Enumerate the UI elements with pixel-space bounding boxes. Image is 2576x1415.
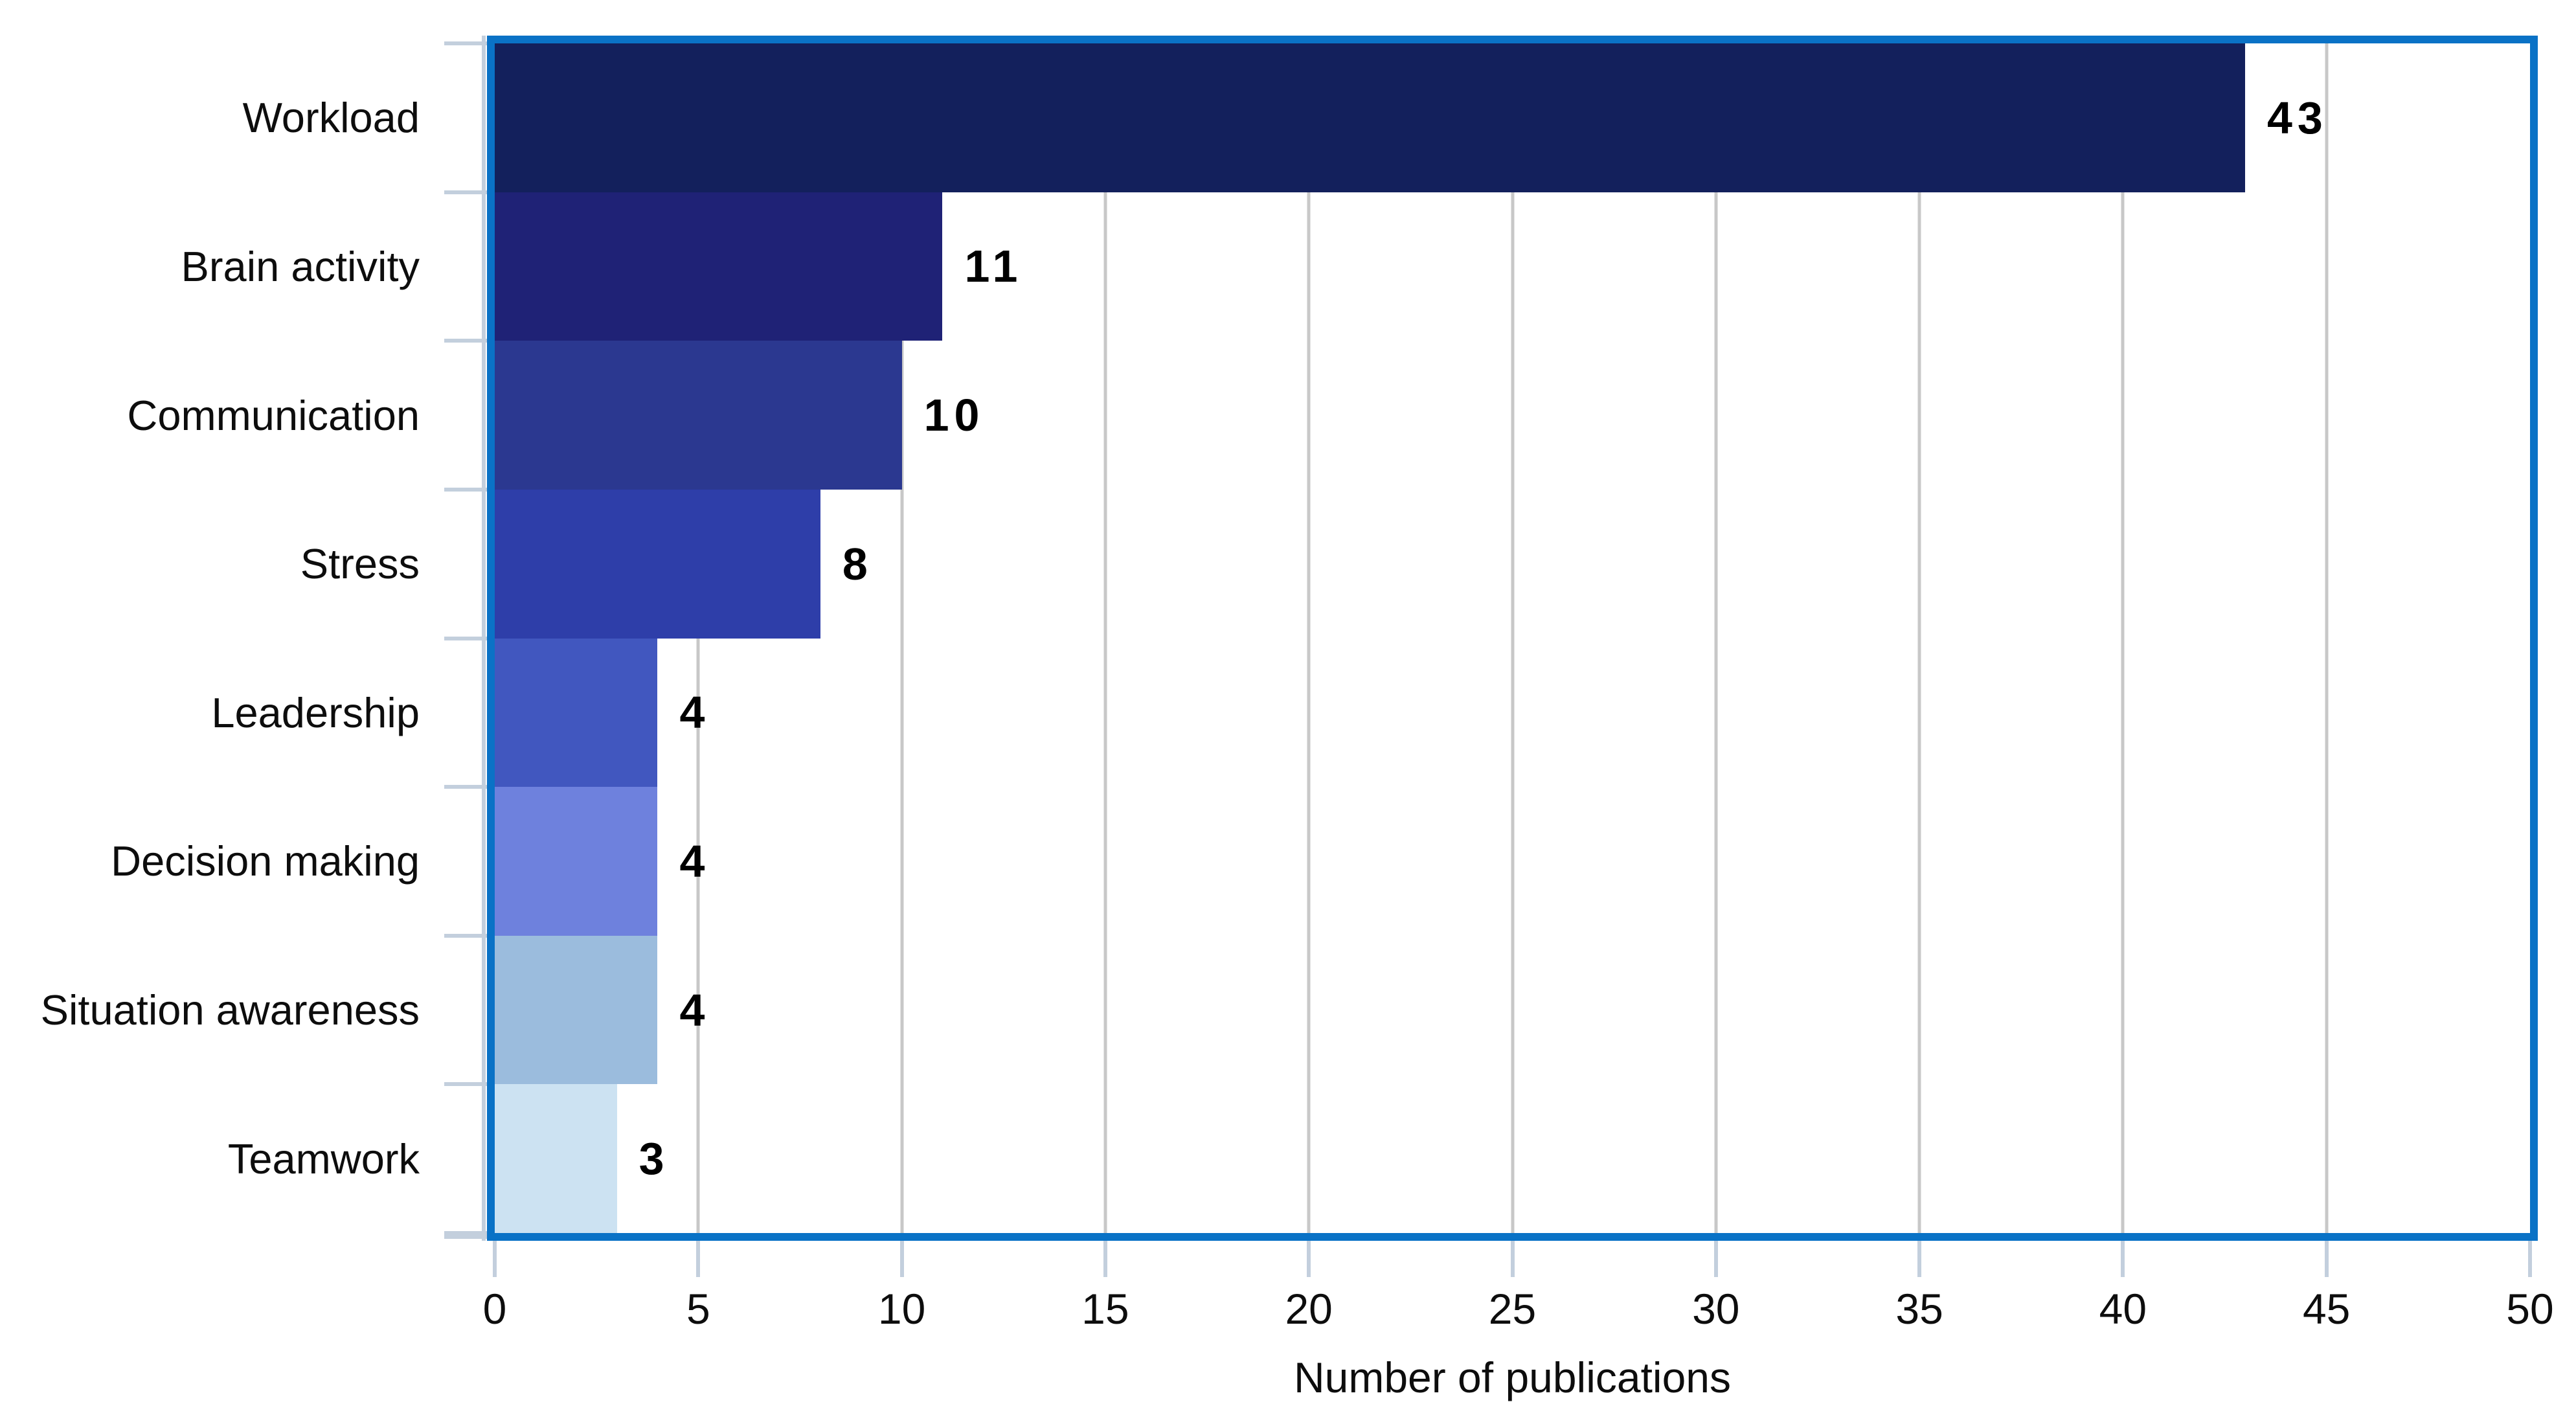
- bar-leadership: [495, 638, 658, 787]
- x-tick-label-15: 15: [1081, 1285, 1129, 1333]
- x-axis-tick-labels: 0 5 10 15 20 25 30 35 40 45 50: [483, 1285, 2554, 1339]
- x-tick-label-5: 5: [686, 1285, 710, 1333]
- y-tick-4: [444, 636, 487, 640]
- value-label-stress: 8: [842, 538, 873, 589]
- y-tick-7: [444, 1082, 487, 1087]
- category-label-teamwork: Teamwork: [227, 1135, 420, 1183]
- bar-communication: [495, 341, 902, 490]
- gridline-45: [2325, 43, 2329, 1233]
- value-label-teamwork: 3: [638, 1133, 670, 1184]
- bar-situation-awareness: [495, 935, 658, 1085]
- bar-row-leadership: 4: [495, 638, 2530, 787]
- value-label-situation-awareness: 4: [679, 984, 710, 1036]
- bar-row-decision-making: 4: [495, 787, 2530, 936]
- x-tick-15: [1103, 1241, 1107, 1277]
- x-tick-35: [1917, 1241, 1922, 1277]
- bar-teamwork: [495, 1084, 617, 1233]
- gridline-25: [1511, 43, 1514, 1233]
- y-axis-ticks: [444, 41, 487, 1235]
- value-label-communication: 10: [923, 390, 985, 441]
- category-label-communication: Communication: [127, 391, 420, 439]
- bar-workload: [495, 43, 2245, 192]
- x-axis-line-stub: [444, 1235, 490, 1239]
- category-label-decision-making: Decision making: [111, 837, 420, 885]
- bar-row-workload: 43: [495, 43, 2530, 192]
- y-tick-8: [444, 1231, 487, 1235]
- bar-decision-making: [495, 787, 658, 936]
- x-tick-0: [493, 1241, 497, 1277]
- gridline-20: [1307, 43, 1311, 1233]
- bar-stress: [495, 489, 820, 639]
- bar-row-situation-awareness: 4: [495, 935, 2530, 1085]
- gridline-30: [1714, 43, 1718, 1233]
- y-tick-2: [444, 339, 487, 343]
- x-axis-ticks: [493, 1241, 2532, 1277]
- category-label-workload: Workload: [242, 94, 420, 142]
- y-tick-1: [444, 190, 487, 194]
- category-label-brain-activity: Brain activity: [181, 242, 420, 290]
- x-axis-title: Number of publications: [1293, 1353, 1732, 1401]
- bar-rows: 43 11 10 8 4 4 4 3: [495, 43, 2530, 1233]
- x-tick-20: [1307, 1241, 1311, 1277]
- bar-row-brain-activity: 11: [495, 192, 2530, 341]
- x-tick-label-20: 20: [1285, 1285, 1333, 1333]
- gridline-5: [696, 43, 700, 1233]
- y-tick-3: [444, 487, 487, 492]
- x-tick-label-45: 45: [2302, 1285, 2351, 1333]
- category-label-stress: Stress: [300, 540, 420, 588]
- x-tick-label-25: 25: [1488, 1285, 1537, 1333]
- x-tick-label-10: 10: [877, 1285, 926, 1333]
- x-tick-10: [899, 1241, 904, 1277]
- bar-brain-activity: [495, 192, 943, 341]
- value-label-decision-making: 4: [679, 835, 710, 887]
- x-tick-50: [2528, 1241, 2532, 1277]
- x-tick-25: [1510, 1241, 1515, 1277]
- y-axis-category-labels: Workload Brain activity Communication Stres…: [0, 43, 420, 1233]
- gridline-15: [1103, 43, 1107, 1233]
- x-tick-30: [1713, 1241, 1718, 1277]
- value-label-brain-activity: 11: [964, 241, 1023, 292]
- bar-row-teamwork: 3: [495, 1084, 2530, 1233]
- bar-row-communication: 10: [495, 341, 2530, 490]
- x-tick-label-50: 50: [2506, 1285, 2554, 1333]
- x-tick-45: [2324, 1241, 2329, 1277]
- plot-area: 43 11 10 8 4 4 4 3: [487, 36, 2538, 1241]
- category-label-leadership: Leadership: [211, 688, 420, 736]
- value-label-workload: 43: [2266, 92, 2328, 143]
- x-tick-label-0: 0: [482, 1285, 507, 1333]
- x-tick-label-40: 40: [2099, 1285, 2147, 1333]
- gridline-35: [1917, 43, 1921, 1233]
- value-label-leadership: 4: [679, 687, 710, 738]
- y-tick-0: [444, 41, 487, 45]
- gridline-40: [2121, 43, 2125, 1233]
- x-tick-label-30: 30: [1692, 1285, 1740, 1333]
- y-tick-5: [444, 785, 487, 789]
- y-tick-6: [444, 933, 487, 938]
- x-tick-40: [2121, 1241, 2125, 1277]
- gridlines: [495, 43, 2530, 1233]
- bar-row-stress: 8: [495, 489, 2530, 639]
- category-label-situation-awareness: Situation awareness: [40, 986, 420, 1034]
- x-tick-5: [696, 1241, 701, 1277]
- gridline-10: [900, 43, 904, 1233]
- x-tick-label-35: 35: [1895, 1285, 1943, 1333]
